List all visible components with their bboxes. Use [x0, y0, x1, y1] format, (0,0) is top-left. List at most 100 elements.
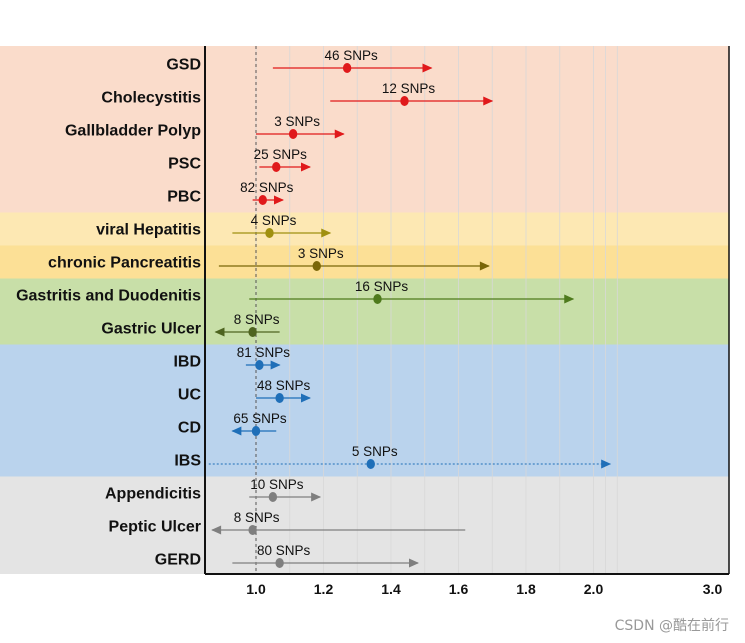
row-gastritis-and-duodenitis: 16 SNPs [249, 279, 575, 304]
row-label: PSC [168, 156, 201, 173]
snp-count-label: 65 SNPs [233, 411, 287, 426]
row-label: GSD [166, 57, 201, 74]
snp-count-label: 80 SNPs [257, 543, 311, 558]
row-label: Appendicitis [105, 486, 201, 503]
point-estimate [268, 492, 278, 502]
band-gastric [0, 278, 729, 345]
snp-count-label: 16 SNPs [355, 279, 409, 294]
row-label: Peptic Ulcer [109, 519, 201, 536]
ci-arrow-right [301, 393, 311, 403]
row-label: Cholecystitis [101, 90, 201, 107]
row-gastric-ulcer: 8 SNPs [214, 312, 280, 337]
band-pancreatic [0, 245, 729, 279]
point-estimate [258, 195, 267, 205]
snp-count-label: 46 SNPs [324, 48, 378, 63]
axes [204, 46, 730, 575]
group-bands [0, 46, 729, 574]
band-other [0, 476, 729, 574]
row-uc: 48 SNPs [256, 378, 311, 403]
row-labels: GSD Cholecystitis Gallbladder Polyp PSC PBC v… [16, 57, 201, 569]
ci-arrow-right [483, 96, 494, 106]
x-tick-label: 1.2 [314, 581, 334, 597]
ci-arrow-right [311, 492, 322, 502]
x-tick-label: 1.8 [516, 581, 536, 597]
row-label: Gallbladder Polyp [65, 123, 201, 140]
row-pbc: 82 SNPs [240, 180, 294, 205]
row-gsd: 46 SNPs [272, 48, 433, 73]
point-estimate [373, 294, 382, 304]
row-chronic-pancreatitis: 3 SNPs [218, 246, 490, 271]
point-estimate [272, 162, 281, 172]
point-estimate [366, 459, 375, 469]
ci-arrow-right [564, 294, 575, 304]
point-estimate [255, 360, 264, 370]
ci-arrow-right [422, 63, 433, 73]
snp-count-label: 3 SNPs [274, 114, 320, 129]
row-label: IBS [174, 453, 201, 470]
snp-count-label: 81 SNPs [237, 345, 291, 360]
point-estimate [275, 558, 284, 568]
band-intestinal [0, 344, 729, 477]
snp-count-label: 10 SNPs [250, 477, 304, 492]
ci-arrow-left [214, 327, 225, 337]
snp-count-label: 3 SNPs [298, 246, 344, 261]
row-label: IBD [173, 354, 201, 371]
row-peptic-ulcer: 8 SNPs [211, 510, 466, 535]
snp-count-label: 8 SNPs [234, 510, 280, 525]
point-estimate [312, 261, 321, 271]
row-psc: 25 SNPs [254, 147, 311, 172]
ci-arrow-left [231, 426, 242, 436]
ci-arrow-right [409, 558, 419, 568]
snp-count-label: 12 SNPs [382, 81, 436, 96]
row-appendicitis: 10 SNPs [249, 477, 322, 502]
point-estimate [288, 129, 298, 139]
row-cd: 65 SNPs [231, 411, 287, 436]
x-tick-label: 2.0 [584, 581, 604, 597]
row-label: GERD [155, 552, 201, 569]
point-estimate [248, 327, 257, 337]
snp-count-label: 8 SNPs [234, 312, 280, 327]
row-viral-hepatitis: 4 SNPs [232, 213, 332, 238]
x-tick-label: 1.4 [381, 581, 401, 597]
row-label: viral Hepatitis [96, 222, 201, 239]
x-tick-label: 1.0 [246, 581, 266, 597]
row-cholecystitis: 12 SNPs [330, 81, 494, 106]
snp-count-label: 82 SNPs [240, 180, 294, 195]
data-rows: 46 SNPs 12 SNPs 3 SNPs 25 SNPs 82 SNPs 4 SNPs… [208, 48, 612, 568]
watermark: CSDN @酷在前行 [615, 617, 729, 634]
point-estimate [248, 525, 257, 535]
snp-count-label: 4 SNPs [251, 213, 297, 228]
ci-arrow-right [479, 261, 490, 271]
snp-count-label: 48 SNPs [257, 378, 311, 393]
snp-count-label: 5 SNPs [352, 444, 398, 459]
band-viral [0, 212, 729, 246]
row-gallbladder-polyp: 3 SNPs [256, 114, 345, 139]
x-tick-labels: 1.0 1.2 1.4 1.6 1.8 2.0 3.0 [246, 581, 722, 597]
ci-arrow-right [601, 459, 612, 469]
snp-count-label: 25 SNPs [254, 147, 308, 162]
point-estimate [342, 63, 352, 73]
ci-arrow-left [211, 525, 222, 535]
point-estimate [275, 393, 284, 403]
ci-arrow-right [270, 360, 281, 370]
row-label: PBC [167, 189, 201, 206]
band-hepatobiliary [0, 46, 729, 213]
x-tick-label: 3.0 [703, 581, 723, 597]
row-ibs: 5 SNPs [208, 444, 612, 469]
ci-arrow-right [274, 195, 284, 205]
row-label: Gastric Ulcer [101, 321, 201, 338]
row-label: UC [178, 387, 202, 404]
row-label: Gastritis and Duodenitis [16, 288, 201, 305]
ci-arrow-right [334, 129, 345, 139]
point-estimate [265, 228, 274, 238]
row-ibd: 81 SNPs [237, 345, 291, 370]
row-label: chronic Pancreatitis [48, 255, 201, 272]
point-estimate [251, 426, 261, 436]
row-label: CD [178, 420, 201, 437]
x-tick-label: 1.6 [449, 581, 469, 597]
row-gerd: 80 SNPs [232, 543, 419, 568]
point-estimate [400, 96, 409, 106]
ci-arrow-right [321, 228, 332, 238]
ci-arrow-right [301, 162, 311, 172]
